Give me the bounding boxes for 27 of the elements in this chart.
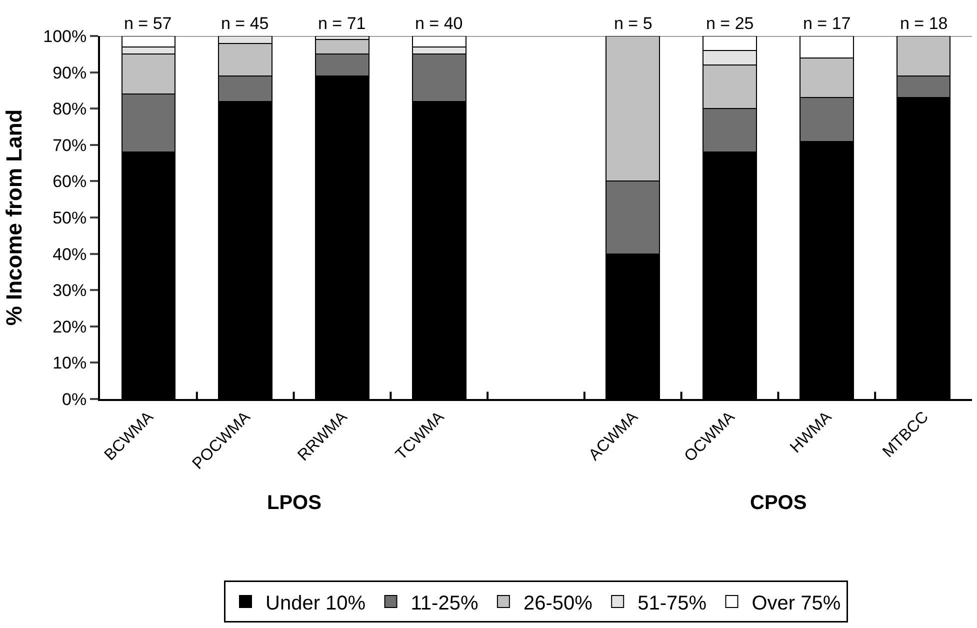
annotation: n = 18 xyxy=(900,14,948,33)
y-tick-label: 40% xyxy=(52,244,87,264)
y-tick-label: 10% xyxy=(52,354,87,373)
legend-label: 26-50% xyxy=(523,592,593,614)
annotation: n = 25 xyxy=(706,14,754,33)
y-tick-label: 30% xyxy=(52,281,87,300)
annotation: n = 57 xyxy=(124,14,172,33)
legend-label: Under 10% xyxy=(266,592,366,614)
y-tick-label: 60% xyxy=(52,172,87,192)
y-tick-label: 90% xyxy=(52,63,87,82)
y-tick-label: 80% xyxy=(52,100,87,119)
y-tick-label: 50% xyxy=(52,208,87,228)
annotation: n = 45 xyxy=(221,14,269,33)
y-axis-title: % Income from Land xyxy=(1,109,26,326)
legend-label: 11-25% xyxy=(410,592,478,614)
text: CPOS xyxy=(750,492,807,514)
legend-label: Over 75% xyxy=(752,592,841,614)
annotation: n = 5 xyxy=(614,14,652,33)
annotation: n = 17 xyxy=(803,14,851,33)
y-tick-label: 100% xyxy=(43,26,87,46)
annotation: n = 71 xyxy=(318,14,366,33)
y-tick-label: 20% xyxy=(52,317,87,336)
text: LPOS xyxy=(267,492,322,514)
y-tick-label: 70% xyxy=(52,136,87,155)
annotation: n = 40 xyxy=(415,14,463,33)
legend-label: 51-75% xyxy=(638,592,707,614)
y-tick-label: 0% xyxy=(62,390,87,409)
